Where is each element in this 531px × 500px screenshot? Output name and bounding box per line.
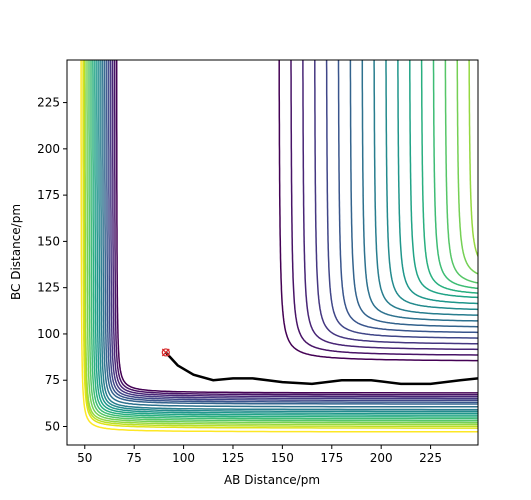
start-marker-ring [161, 348, 170, 357]
contour-line [314, 60, 478, 345]
x-tick-label: 225 [419, 451, 442, 465]
y-tick-label: 175 [37, 188, 60, 202]
y-tick-label: 125 [37, 281, 60, 295]
contour-line [111, 60, 478, 398]
contour-line [325, 60, 478, 339]
contour-line [96, 60, 478, 415]
contour-line [80, 60, 478, 433]
x-tick-label: 200 [370, 451, 393, 465]
contour-line [108, 60, 478, 402]
contour-line [106, 60, 478, 403]
x-axis-label: AB Distance/pm [224, 473, 320, 487]
contour-line [90, 60, 478, 420]
contour-line [115, 60, 478, 394]
start-marker-cross [161, 348, 170, 357]
y-tick-label: 225 [37, 96, 60, 110]
plot-area [80, 23, 518, 433]
contour-line [94, 60, 478, 416]
contour-line [84, 60, 478, 426]
contour-line [83, 60, 478, 428]
start-marker [161, 348, 170, 357]
contour-line [88, 60, 478, 422]
contour-line [102, 60, 478, 408]
contour-line [104, 60, 478, 405]
contour-line [432, 60, 478, 290]
contour-line [82, 60, 478, 429]
y-tick-label: 150 [37, 234, 60, 248]
contour-line [468, 60, 478, 258]
contour-line [505, 23, 518, 248]
contour-line [109, 60, 478, 400]
contour-line [302, 60, 478, 351]
contour-line [481, 23, 518, 267]
contour-line [337, 60, 478, 334]
contour-line [444, 60, 478, 284]
x-tick-label: 125 [222, 451, 245, 465]
contour-line [456, 60, 478, 275]
contour-line [493, 23, 518, 259]
contour-line [98, 60, 478, 413]
x-tick-label: 50 [77, 451, 92, 465]
axes-frame [66, 59, 479, 446]
y-axis-label: BC Distance/pm [9, 204, 23, 300]
contour-line [290, 60, 478, 356]
contour-line [92, 60, 478, 418]
contour-line [86, 60, 478, 424]
contour-line [373, 60, 478, 316]
y-tick-label: 75 [45, 373, 60, 387]
contour-line [385, 60, 478, 311]
x-tick-label: 150 [271, 451, 294, 465]
x-tick-label: 100 [172, 451, 195, 465]
contour-line [278, 60, 478, 362]
contour-line [420, 60, 478, 294]
x-tick-label: 75 [127, 451, 142, 465]
y-tick-label: 50 [45, 419, 60, 433]
contour-line [361, 60, 478, 322]
y-tick-label: 200 [37, 142, 60, 156]
contour-line [100, 60, 478, 411]
y-tick-label: 100 [37, 327, 60, 341]
x-tick-label: 175 [320, 451, 343, 465]
contour-line [113, 60, 478, 396]
contour-line [349, 60, 478, 328]
contour-line [409, 60, 478, 299]
contour-line [397, 60, 478, 305]
trajectory [164, 351, 478, 386]
